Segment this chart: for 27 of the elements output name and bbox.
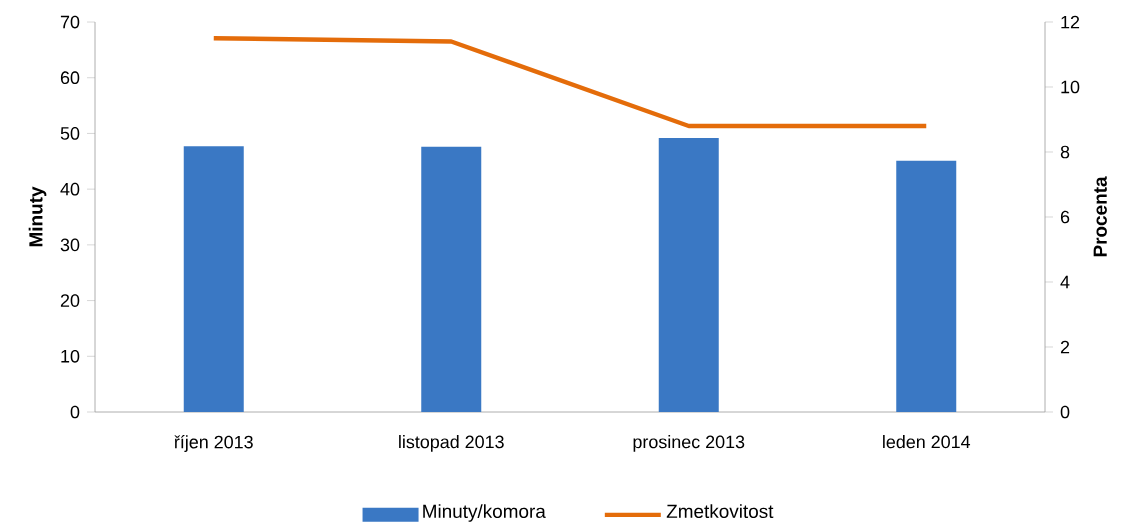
y-tick-label: 70 xyxy=(60,15,80,29)
y2-tick-label: 8 xyxy=(1060,145,1070,159)
bar xyxy=(896,160,957,412)
y-tick-label: 50 xyxy=(60,127,80,140)
x-tick-label: prosinec 2013 xyxy=(633,435,745,452)
bar xyxy=(658,137,719,412)
x-tick-label: leden 2014 xyxy=(883,435,971,449)
y-tick-label: 0 xyxy=(70,405,80,419)
y2-tick-label: 10 xyxy=(1061,80,1080,94)
y2-axis-title: Procenta xyxy=(1093,176,1107,257)
y-tick-label: 30 xyxy=(60,238,80,252)
y2-tick-label: 4 xyxy=(1060,275,1070,289)
bar xyxy=(421,146,482,412)
y-tick-label: 10 xyxy=(61,349,80,363)
x-tick-label: listopad 2013 xyxy=(399,435,504,452)
y-tick-label: 20 xyxy=(60,294,80,307)
y-tick-label: 60 xyxy=(60,71,80,85)
y2-tick-label: 0 xyxy=(1060,405,1070,419)
bar xyxy=(183,146,244,412)
x-tick-label: říjen 2013 xyxy=(174,435,253,452)
y2-tick-label: 2 xyxy=(1060,340,1070,354)
y2-tick-label: 6 xyxy=(1060,210,1070,224)
y-axis-title: Minuty xyxy=(28,186,47,247)
y2-tick-label: 12 xyxy=(1061,15,1080,29)
legend-label: Minuty/komora xyxy=(423,504,546,522)
legend-label: Zmetkovitost xyxy=(666,504,774,519)
y-tick-label: 40 xyxy=(60,182,80,196)
